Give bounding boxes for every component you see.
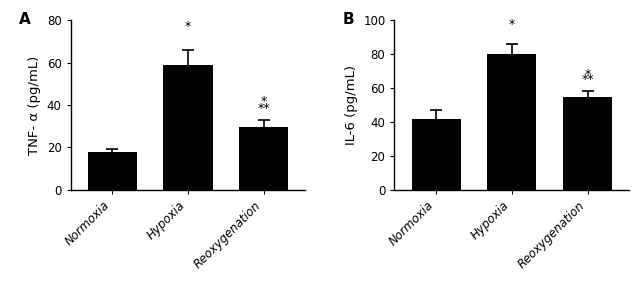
Bar: [563, 97, 612, 190]
Y-axis label: IL-6 (pg/mL): IL-6 (pg/mL): [345, 65, 358, 145]
Text: B: B: [343, 12, 354, 27]
Text: *: *: [261, 95, 267, 108]
Text: **: **: [581, 74, 594, 86]
Bar: [412, 119, 461, 190]
Bar: [487, 54, 537, 190]
Bar: [88, 152, 137, 190]
Text: **: **: [257, 102, 270, 115]
Bar: [239, 127, 288, 190]
Bar: [163, 65, 213, 190]
Text: A: A: [19, 12, 31, 27]
Text: *: *: [584, 68, 591, 81]
Text: *: *: [185, 20, 191, 33]
Y-axis label: TNF- α (pg/mL): TNF- α (pg/mL): [28, 55, 41, 155]
Text: *: *: [508, 18, 515, 31]
